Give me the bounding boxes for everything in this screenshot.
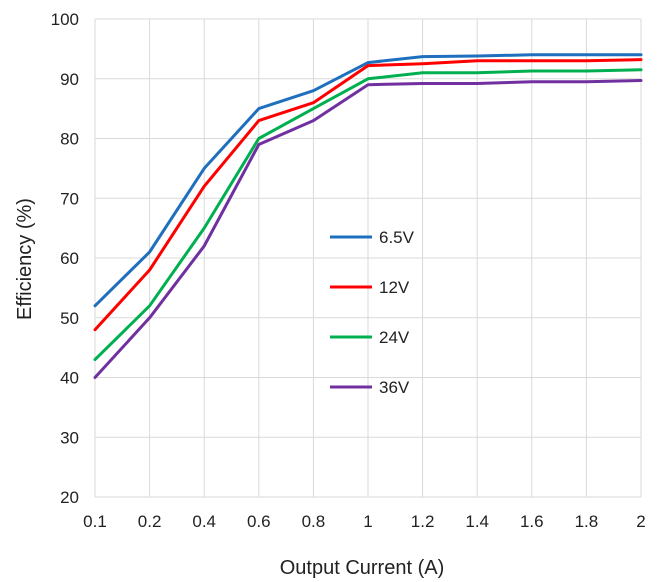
x-tick-label: 1.8 xyxy=(575,512,599,531)
y-tick-label: 50 xyxy=(60,309,79,328)
series-line-6-5v xyxy=(93,53,643,308)
x-tick-label: 2 xyxy=(636,512,645,531)
series-line-36v xyxy=(93,79,643,379)
x-tick-label: 0.1 xyxy=(83,512,107,531)
x-tick-label: 0.4 xyxy=(192,512,216,531)
legend-label: 36V xyxy=(379,378,410,397)
y-axis-title: Efficiency (%) xyxy=(14,198,36,320)
grid xyxy=(94,18,642,498)
y-tick-label: 70 xyxy=(60,189,79,208)
x-tick-label: 0.2 xyxy=(138,512,162,531)
legend-label: 12V xyxy=(379,278,410,297)
legend: 6.5V 12V 24V 36V xyxy=(330,228,415,397)
series-lines xyxy=(93,53,643,379)
y-tick-label: 90 xyxy=(60,70,79,89)
x-tick-label: 0.8 xyxy=(302,512,326,531)
y-tick-label: 30 xyxy=(60,428,79,447)
x-tick-label: 1.4 xyxy=(465,512,489,531)
y-axis-ticks: 20 30 40 50 60 70 80 90 100 xyxy=(51,10,79,507)
y-tick-label: 60 xyxy=(60,249,79,268)
x-tick-label: 1.2 xyxy=(411,512,435,531)
x-axis-title: Output Current (A) xyxy=(280,557,445,579)
y-tick-label: 80 xyxy=(60,130,79,149)
x-tick-label: 1 xyxy=(363,512,372,531)
y-tick-label: 100 xyxy=(51,10,79,29)
legend-label: 24V xyxy=(379,328,410,347)
x-tick-label: 1.6 xyxy=(520,512,544,531)
y-tick-label: 20 xyxy=(60,488,79,507)
series-line-24v xyxy=(93,68,643,362)
x-axis-ticks: 0.1 0.2 0.4 0.6 0.8 1 1.2 1.4 1.6 1.8 2 xyxy=(83,512,646,531)
x-tick-label: 0.6 xyxy=(247,512,271,531)
series-line-12v xyxy=(93,58,643,332)
y-tick-label: 40 xyxy=(60,369,79,388)
legend-label: 6.5V xyxy=(379,228,415,247)
